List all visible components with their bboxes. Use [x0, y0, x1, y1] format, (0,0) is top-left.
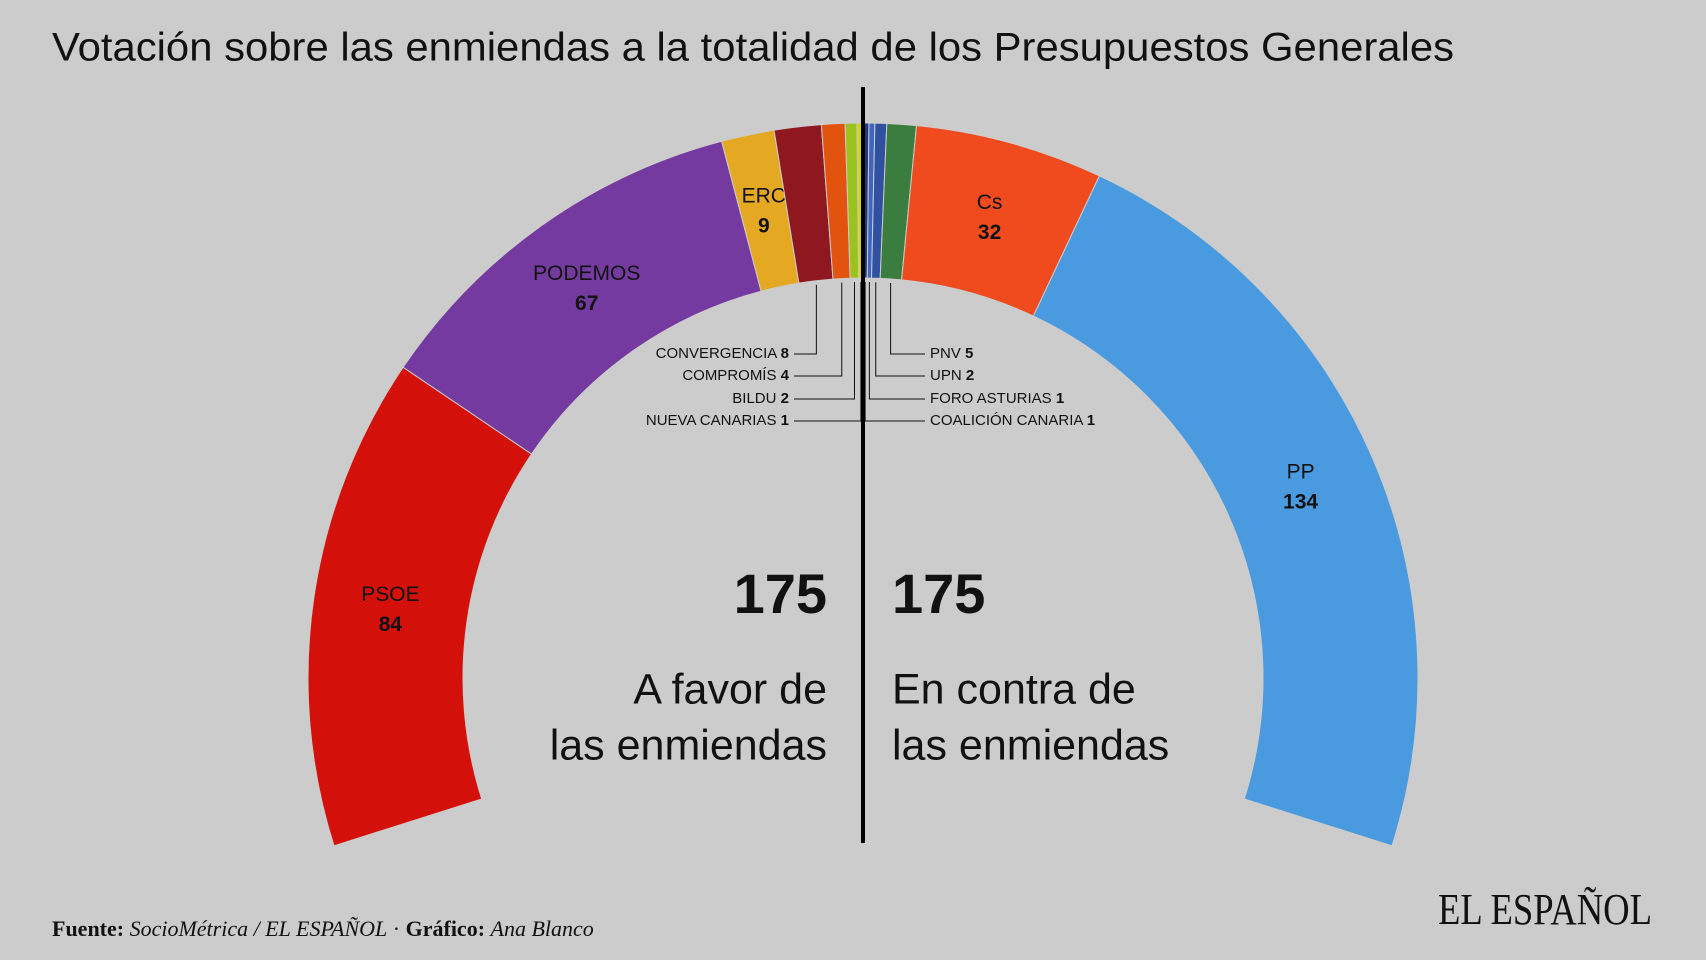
party-label: PODEMOS [533, 262, 640, 285]
party-label: Cs [977, 191, 1003, 214]
callout-name: COALICIÓN CANARIA [930, 412, 1083, 429]
callout-name: PNV [930, 345, 961, 362]
callout-seats: 1 [1087, 412, 1095, 429]
callout-label: COALICIÓN CANARIA 1 [930, 412, 1095, 429]
callout-label: COMPROMÍS 4 [682, 367, 789, 384]
leader-line [875, 282, 925, 377]
footer-source: SocioMétrica / EL ESPAÑOL [130, 916, 388, 941]
party-label: ERC [742, 184, 786, 207]
callout-label: PNV 5 [930, 345, 973, 362]
footer-separator: · [393, 916, 400, 941]
party-seats: 134 [1283, 490, 1318, 513]
callout-name: COMPROMÍS [682, 367, 776, 384]
callout-seats: 2 [966, 367, 974, 384]
seat-segment [307, 366, 533, 847]
leader-line [864, 282, 925, 422]
party-label: PP [1287, 460, 1315, 483]
hemicycle: PSOE84PODEMOS67ERC9Cs32PP134CONVERGENCIA… [307, 122, 1419, 847]
leader-line [794, 282, 843, 377]
party-seats: 84 [379, 613, 403, 636]
bloc-label: las enmiendas [892, 721, 1169, 769]
callout-label: CONVERGENCIA 8 [656, 345, 789, 362]
callout-label: UPN 2 [930, 367, 974, 384]
party-seats: 9 [758, 214, 770, 237]
callout-label: BILDU 2 [732, 390, 789, 407]
callout-seats: 8 [781, 345, 789, 362]
footer-label: Fuente: [52, 916, 124, 941]
logo: EL ESPAÑOL [1438, 885, 1652, 934]
callout-seats: 5 [965, 345, 973, 362]
bloc-label: A favor de [633, 665, 827, 713]
leader-line [890, 282, 925, 355]
leader-line [794, 284, 817, 355]
callout-seats: 1 [1056, 390, 1064, 407]
footer-author: Ana Blanco [489, 916, 594, 941]
callout-name: BILDU [732, 390, 776, 407]
leader-line [794, 282, 862, 422]
callout-name: FORO ASTURIAS [930, 390, 1052, 407]
footer-label: Gráfico: [406, 916, 485, 941]
callout-seats: 4 [781, 367, 790, 384]
party-seats: 67 [575, 292, 598, 315]
seat-segment [1032, 175, 1419, 847]
callout-label: NUEVA CANARIAS 1 [646, 412, 789, 429]
party-seats: 32 [978, 221, 1001, 244]
leader-line [868, 282, 925, 400]
leader-line [794, 282, 856, 400]
bloc-label: las enmiendas [550, 721, 827, 769]
callout-seats: 1 [781, 412, 789, 429]
chart-title: Votación sobre las enmiendas a la totali… [52, 26, 1454, 70]
bloc-label: En contra de [892, 665, 1136, 713]
callout-name: UPN [930, 367, 962, 384]
callout-name: NUEVA CANARIAS [646, 412, 777, 429]
callout-name: CONVERGENCIA [656, 345, 778, 362]
footer: Fuente: SocioMétrica / EL ESPAÑOL · Gráf… [52, 916, 594, 941]
callout-label: FORO ASTURIAS 1 [930, 390, 1064, 407]
bloc-total: 175 [734, 562, 827, 625]
callout-seats: 2 [781, 390, 789, 407]
party-label: PSOE [361, 583, 419, 606]
bloc-total: 175 [892, 562, 985, 625]
